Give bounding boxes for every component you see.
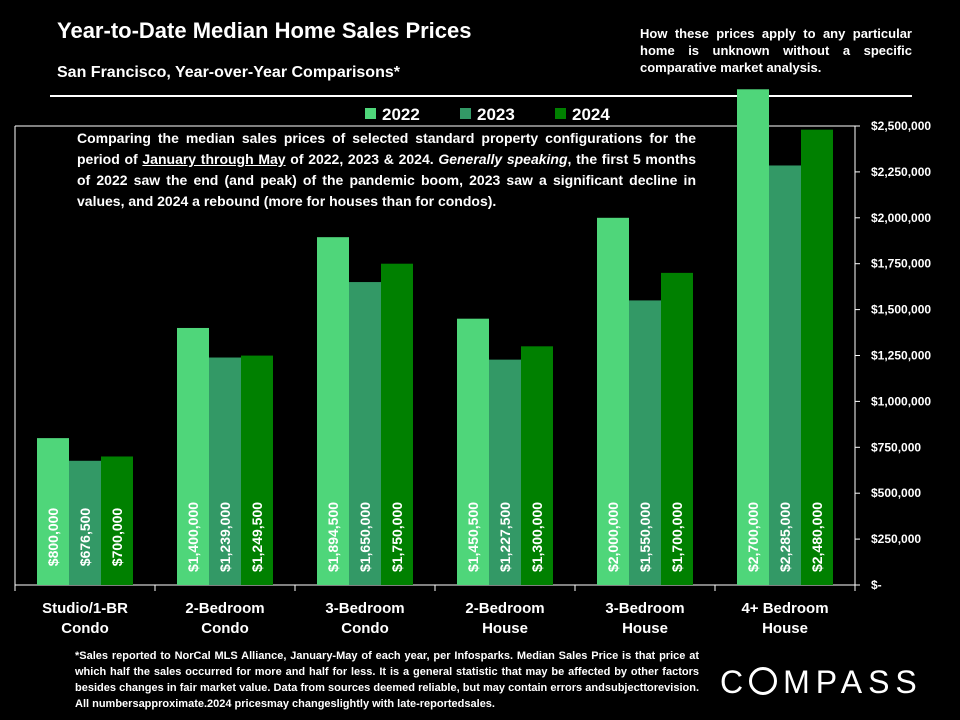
x-category-label: Condo xyxy=(201,620,248,637)
bar-2024 xyxy=(801,129,833,585)
bar-2024 xyxy=(661,272,693,585)
bar-value-label: $1,249,500 xyxy=(249,502,265,572)
bar-2022 xyxy=(177,327,209,585)
x-category-label: 4+ Bedroom xyxy=(741,600,828,617)
bar-value-label: $1,300,000 xyxy=(529,502,545,572)
x-category-label: Condo xyxy=(61,620,108,637)
description-summary: , the first 5 months of 2022 saw the end… xyxy=(77,151,696,209)
bar-value-label: $2,480,000 xyxy=(809,502,825,572)
bar-value-label: $676,500 xyxy=(77,508,93,567)
y-tick-label: $- xyxy=(871,578,882,592)
y-tick-label: $750,000 xyxy=(871,440,921,454)
bar-2023 xyxy=(489,359,521,585)
bar-2023 xyxy=(69,460,101,585)
bar-value-label: $1,227,500 xyxy=(497,502,513,572)
description-period: January through May xyxy=(142,151,286,167)
bar-2023 xyxy=(349,282,381,585)
logo-o-circle xyxy=(749,667,778,695)
bar-2022 xyxy=(737,89,769,585)
x-category-label: 2-Bedroom xyxy=(185,600,264,617)
legend-label-2023: 2023 xyxy=(477,105,515,124)
bar-2024 xyxy=(101,456,133,585)
y-tick-label: $2,000,000 xyxy=(871,211,931,225)
chart-description: Comparing the median sales prices of sel… xyxy=(77,128,696,212)
bar-value-label: $1,450,500 xyxy=(465,502,481,572)
footnote: *Sales reported to NorCal MLS Alliance, … xyxy=(75,650,699,710)
bar-2023 xyxy=(769,165,801,585)
x-category-label: 2-Bedroom xyxy=(465,600,544,617)
y-tick-label: $1,750,000 xyxy=(871,257,931,271)
bar-value-label: $2,285,000 xyxy=(777,502,793,572)
y-tick-label: $1,000,000 xyxy=(871,394,931,408)
bar-value-label: $2,700,000 xyxy=(745,502,761,572)
description-emphasis: Generally speaking xyxy=(438,151,568,167)
x-category-label: House xyxy=(762,620,808,637)
bar-value-label: $1,700,000 xyxy=(669,502,685,572)
x-category-label: 3-Bedroom xyxy=(325,600,404,617)
description-years: of 2022, 2023 & 2024. xyxy=(285,151,439,167)
bar-value-label: $1,400,000 xyxy=(185,502,201,572)
bar-value-label: $1,894,500 xyxy=(325,502,341,572)
x-category-label: Studio/1-BR xyxy=(42,600,128,617)
page-title: Year-to-Date Median Home Sales Prices xyxy=(57,18,472,43)
legend-swatch-2024 xyxy=(555,108,566,119)
bar-2022 xyxy=(457,318,489,585)
bar-2022 xyxy=(597,217,629,586)
y-tick-label: $2,500,000 xyxy=(871,119,931,133)
x-category-label: House xyxy=(482,620,528,637)
compass-logo: C MPASS xyxy=(720,664,923,701)
bar-2022 xyxy=(37,438,69,585)
y-tick-label: $2,250,000 xyxy=(871,165,931,179)
bar-2022 xyxy=(317,237,349,585)
bar-value-label: $1,750,000 xyxy=(389,502,405,572)
bar-2023 xyxy=(629,300,661,585)
header-divider xyxy=(50,95,912,97)
bar-2024 xyxy=(381,263,413,585)
y-tick-label: $1,250,000 xyxy=(871,349,931,363)
x-category-label: 3-Bedroom xyxy=(605,600,684,617)
logo-letter: C xyxy=(720,664,750,700)
legend-swatch-2022 xyxy=(365,108,376,119)
legend-label-2022: 2022 xyxy=(382,105,420,124)
disclaimer-text: How these prices apply to any particular… xyxy=(640,26,912,75)
x-category-label: House xyxy=(622,620,668,637)
y-tick-label: $250,000 xyxy=(871,532,921,546)
legend-label-2024: 2024 xyxy=(572,105,610,124)
description-text: Comparing the median sales prices of sel… xyxy=(77,130,696,167)
bar-2023 xyxy=(209,357,241,585)
bar-value-label: $700,000 xyxy=(109,508,125,567)
bar-value-label: $800,000 xyxy=(45,508,61,567)
bar-value-label: $2,000,000 xyxy=(605,502,621,572)
bar-value-label: $1,239,000 xyxy=(217,502,233,572)
legend-swatch-2023 xyxy=(460,108,471,119)
bar-value-label: $1,550,000 xyxy=(637,502,653,572)
x-category-label: Condo xyxy=(341,620,388,637)
y-tick-label: $1,500,000 xyxy=(871,303,931,317)
y-tick-label: $500,000 xyxy=(871,486,921,500)
bar-2024 xyxy=(241,355,273,585)
logo-letters: MPASS xyxy=(783,664,923,700)
bar-2024 xyxy=(521,346,553,585)
bar-value-label: $1,650,000 xyxy=(357,502,373,572)
page-subtitle: San Francisco, Year-over-Year Comparison… xyxy=(57,64,400,81)
